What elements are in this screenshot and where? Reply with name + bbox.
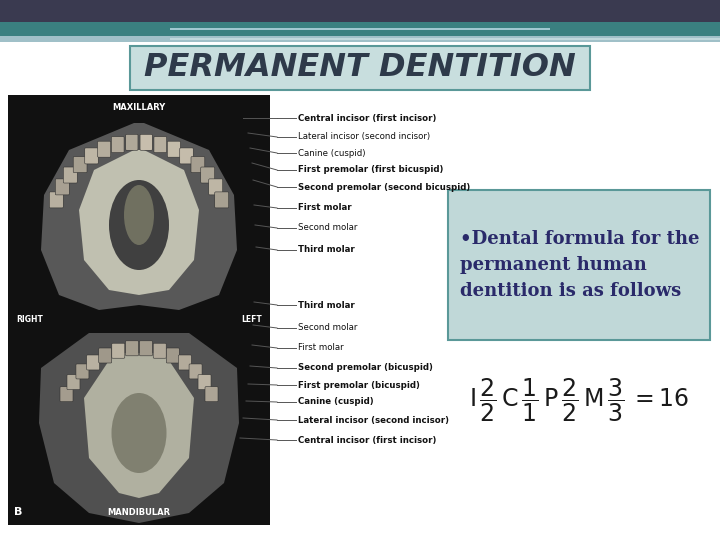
Text: B: B [14,507,22,517]
Bar [0,0,720,22]
Text: PERMANENT DENTITION: PERMANENT DENTITION [144,52,576,84]
Text: MANDIBULAR: MANDIBULAR [107,508,171,517]
Text: Third molar: Third molar [298,300,355,309]
FancyBboxPatch shape [67,375,80,390]
FancyBboxPatch shape [126,134,138,150]
Text: First molar: First molar [298,204,351,213]
FancyBboxPatch shape [189,364,202,379]
Polygon shape [84,353,194,498]
FancyBboxPatch shape [85,148,98,164]
FancyBboxPatch shape [112,137,124,153]
FancyBboxPatch shape [198,375,211,390]
Text: Second premolar (second bicuspid): Second premolar (second bicuspid) [298,183,470,192]
Text: Second molar: Second molar [298,323,357,333]
FancyBboxPatch shape [180,148,193,164]
Polygon shape [39,333,239,523]
FancyBboxPatch shape [154,137,166,153]
Ellipse shape [112,393,166,473]
FancyBboxPatch shape [60,387,73,402]
FancyBboxPatch shape [76,364,89,379]
FancyBboxPatch shape [191,157,204,173]
Text: Lateral incisor (second incisor): Lateral incisor (second incisor) [298,132,430,141]
Text: MAXILLARY: MAXILLARY [112,103,166,111]
FancyBboxPatch shape [112,343,125,358]
Polygon shape [79,150,199,295]
Bar [170,38,720,39]
Text: Central incisor (first incisor): Central incisor (first incisor) [298,113,436,123]
Text: Central incisor (first incisor): Central incisor (first incisor) [298,435,436,444]
FancyBboxPatch shape [209,179,222,195]
Bar [0,36,720,42]
Text: Second premolar (bicuspid): Second premolar (bicuspid) [298,363,433,373]
FancyBboxPatch shape [98,141,111,157]
Text: $\mathrm{I}\,\dfrac{2}{2}\,\mathrm{C}\,\dfrac{1}{1}\,\mathrm{P}\,\dfrac{2}{2}\,\: $\mathrm{I}\,\dfrac{2}{2}\,\mathrm{C}\,\… [469,376,689,424]
FancyBboxPatch shape [140,341,153,356]
FancyBboxPatch shape [166,348,179,363]
FancyBboxPatch shape [73,157,87,173]
Bar [170,28,550,30]
Text: Canine (cuspid): Canine (cuspid) [298,397,374,407]
Ellipse shape [109,180,169,270]
Text: First premolar (bicuspid): First premolar (bicuspid) [298,381,420,389]
Bar [8,310,270,328]
Text: First molar: First molar [298,343,343,353]
FancyBboxPatch shape [125,341,138,356]
FancyBboxPatch shape [167,141,181,157]
FancyBboxPatch shape [63,167,77,183]
Text: First premolar (first bicuspid): First premolar (first bicuspid) [298,165,444,174]
Bar [0,22,720,36]
Ellipse shape [124,185,154,245]
Text: Second molar: Second molar [298,224,357,233]
Polygon shape [41,123,237,310]
FancyBboxPatch shape [55,179,69,195]
Text: Lateral incisor (second incisor): Lateral incisor (second incisor) [298,415,449,424]
FancyBboxPatch shape [205,387,218,402]
FancyBboxPatch shape [130,46,590,90]
Bar [8,95,270,525]
FancyBboxPatch shape [50,192,63,208]
FancyBboxPatch shape [99,348,112,363]
FancyBboxPatch shape [215,192,229,208]
FancyBboxPatch shape [140,134,153,150]
Text: RIGHT: RIGHT [16,314,43,323]
Text: Third molar: Third molar [298,246,355,254]
Text: •Dental formula for the
permanent human
dentition is as follows: •Dental formula for the permanent human … [460,230,700,300]
FancyBboxPatch shape [201,167,215,183]
FancyBboxPatch shape [179,355,192,370]
FancyBboxPatch shape [153,343,166,358]
FancyBboxPatch shape [448,190,710,340]
Text: LEFT: LEFT [241,314,262,323]
FancyBboxPatch shape [86,355,99,370]
Text: Canine (cuspid): Canine (cuspid) [298,148,366,158]
